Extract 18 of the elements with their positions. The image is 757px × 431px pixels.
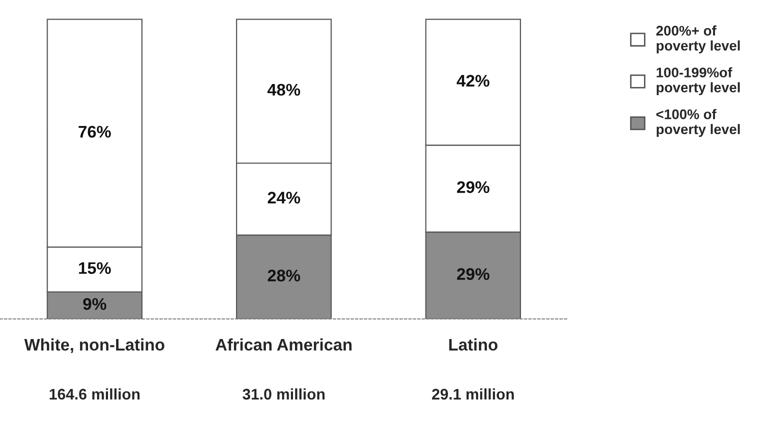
text: 164.6 million <box>50 388 140 400</box>
x-tick-label: Latino <box>449 338 498 351</box>
data-label: 9% <box>83 298 106 310</box>
x-tick-label: White, non-Latino <box>24 338 164 354</box>
legend-label: <100% of poverty level <box>656 109 740 137</box>
legend-label: 100-199%of poverty level <box>656 67 740 96</box>
data-label: 15% <box>78 262 111 274</box>
data-label: 76% <box>78 126 111 138</box>
data-label: 28% <box>268 270 300 282</box>
x-tick-label: African American <box>216 338 352 351</box>
text: 31.0 million <box>242 388 325 400</box>
data-label: 48% <box>267 84 300 96</box>
data-label: 24% <box>268 192 300 204</box>
legend-label: 200%+ of poverty level <box>656 25 740 54</box>
text: 29.1 million <box>432 388 514 400</box>
data-label: 29% <box>457 181 490 194</box>
data-label: 29% <box>457 268 490 280</box>
data-label: 42% <box>456 74 490 87</box>
